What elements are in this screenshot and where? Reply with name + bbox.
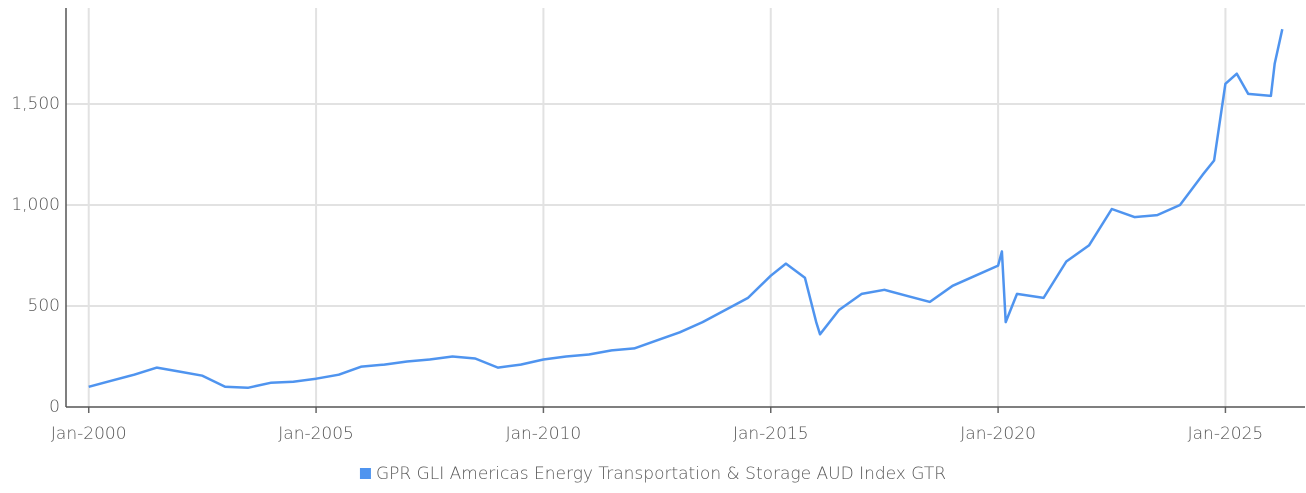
x-tick-label: Jan-2000 bbox=[51, 424, 127, 444]
x-tick-label: Jan-2025 bbox=[1188, 424, 1264, 444]
data-line bbox=[88, 28, 1284, 390]
y-tick-label: 1,000 bbox=[11, 195, 60, 215]
y-tick-label: 500 bbox=[28, 296, 60, 316]
x-tick-label: Jan-2020 bbox=[960, 424, 1036, 444]
legend-label: GPR GLI Americas Energy Transportation &… bbox=[376, 464, 946, 484]
x-tick-label: Jan-2015 bbox=[733, 424, 809, 444]
y-tick-label: 0 bbox=[49, 397, 60, 417]
x-tick-label: Jan-2005 bbox=[278, 424, 354, 444]
legend-swatch bbox=[359, 468, 371, 479]
legend: GPR GLI Americas Energy Transportation &… bbox=[359, 464, 946, 484]
x-tick-label: Jan-2010 bbox=[506, 424, 582, 444]
y-tick-label: 1,500 bbox=[11, 94, 60, 114]
